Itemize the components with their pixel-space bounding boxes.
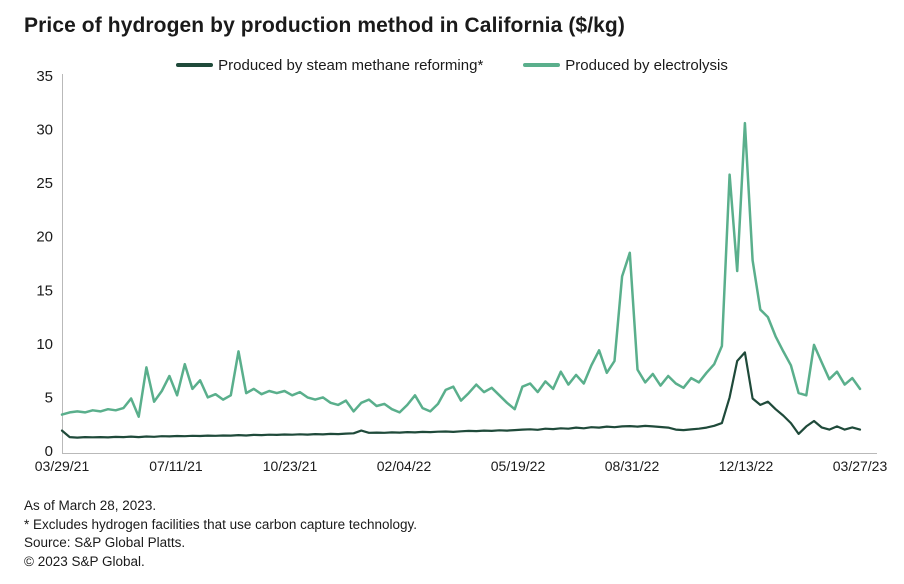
y-tick-label: 15 bbox=[36, 282, 53, 299]
footnotes: As of March 28, 2023. * Excludes hydroge… bbox=[24, 497, 417, 571]
x-tick-label: 12/13/22 bbox=[719, 458, 774, 474]
x-tick-label: 03/27/23 bbox=[833, 458, 888, 474]
x-tick-label: 03/29/21 bbox=[35, 458, 90, 474]
y-tick-label: 0 bbox=[45, 443, 53, 460]
y-tick-label: 25 bbox=[36, 175, 53, 192]
smr-line-swatch-icon bbox=[176, 63, 214, 67]
y-tick-label: 5 bbox=[45, 389, 53, 406]
legend-item-smr: Produced by steam methane reforming* bbox=[176, 57, 483, 74]
y-tick-label: 35 bbox=[36, 68, 53, 85]
y-tick-label: 10 bbox=[36, 336, 53, 353]
legend-label-smr: Produced by steam methane reforming* bbox=[218, 56, 484, 74]
y-tick-label: 30 bbox=[36, 122, 53, 139]
x-tick-label: 10/23/21 bbox=[263, 458, 318, 474]
footnote-as-of: As of March 28, 2023. bbox=[24, 498, 157, 513]
legend-label-electrolysis: Produced by electrolysis bbox=[565, 56, 728, 74]
footnote-exclusion: * Excludes hydrogen facilities that use … bbox=[24, 516, 417, 532]
x-tick-label: 02/04/22 bbox=[377, 458, 432, 474]
x-tick-label: 05/19/22 bbox=[491, 458, 546, 474]
electrolysis-line-swatch-icon bbox=[523, 63, 561, 67]
legend-item-electrolysis: Produced by electrolysis bbox=[523, 57, 728, 74]
chart-title: Price of hydrogen by production method i… bbox=[24, 14, 625, 37]
series-line-smr bbox=[60, 351, 862, 439]
x-tick-label: 08/31/22 bbox=[605, 458, 660, 474]
footnote-copyright: © 2023 S&P Global. bbox=[24, 553, 145, 569]
series-line-electrolysis bbox=[60, 121, 862, 418]
footnote-source: Source: S&P Global Platts. bbox=[24, 535, 186, 550]
y-tick-label: 20 bbox=[36, 229, 53, 246]
chart-legend: Produced by steam methane reforming* Pro… bbox=[0, 55, 904, 75]
x-tick-label: 07/11/21 bbox=[149, 458, 203, 474]
price-line-chart: 0 5 10 15 20 25 30 35 03/29/21 07/11/21 10/23/21 02… bbox=[35, 68, 888, 474]
